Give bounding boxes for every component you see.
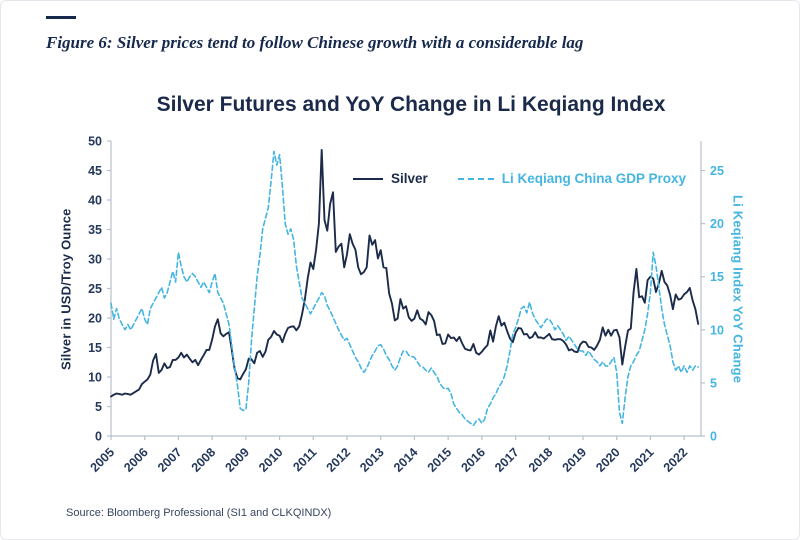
svg-text:2015: 2015: [425, 445, 455, 475]
svg-text:2018: 2018: [526, 445, 556, 475]
svg-text:2009: 2009: [222, 445, 252, 475]
svg-text:2021: 2021: [627, 445, 657, 475]
svg-text:15: 15: [88, 341, 102, 355]
brand-dash: [46, 16, 76, 19]
svg-text:2014: 2014: [391, 445, 421, 475]
legend-label-silver: Silver: [391, 171, 428, 186]
svg-text:0: 0: [710, 430, 717, 444]
li-keqiang-line-swatch: [457, 177, 494, 180]
legend-item-li-keqiang: Li Keqiang China GDP Proxy: [457, 171, 687, 186]
svg-text:2013: 2013: [357, 445, 387, 475]
svg-text:2016: 2016: [458, 445, 488, 475]
svg-text:30: 30: [88, 253, 102, 267]
svg-text:40: 40: [88, 194, 102, 208]
svg-text:2017: 2017: [492, 445, 522, 475]
svg-text:2007: 2007: [155, 445, 185, 475]
svg-text:2012: 2012: [324, 445, 354, 475]
figure-caption: Figure 6: Silver prices tend to follow C…: [46, 33, 584, 52]
silver-line-swatch: [353, 177, 383, 180]
svg-text:20: 20: [88, 312, 102, 326]
svg-text:2019: 2019: [560, 445, 590, 475]
svg-text:10: 10: [88, 371, 102, 385]
svg-text:25: 25: [710, 164, 724, 178]
svg-text:2006: 2006: [121, 445, 151, 475]
svg-text:2022: 2022: [661, 445, 691, 475]
svg-text:15: 15: [710, 270, 724, 284]
svg-text:5: 5: [710, 376, 717, 390]
svg-text:10: 10: [710, 323, 724, 337]
svg-text:2010: 2010: [256, 445, 286, 475]
source-note: Source: Bloomberg Professional (SI1 and …: [66, 507, 332, 519]
svg-text:45: 45: [88, 164, 102, 178]
svg-text:5: 5: [95, 400, 102, 414]
svg-text:20: 20: [710, 217, 724, 231]
svg-text:2008: 2008: [189, 445, 219, 475]
chart-title: Silver Futures and YoY Change in Li Keqi…: [156, 93, 666, 116]
svg-text:2005: 2005: [88, 445, 118, 475]
legend-item-silver: Silver: [353, 171, 428, 186]
svg-text:2020: 2020: [593, 445, 623, 475]
chart-legend: Silver Li Keqiang China GDP Proxy: [353, 171, 686, 186]
svg-text:0: 0: [95, 430, 102, 444]
svg-text:25: 25: [88, 282, 102, 296]
svg-text:2011: 2011: [290, 445, 319, 474]
svg-text:50: 50: [88, 135, 102, 149]
legend-label-li-keqiang: Li Keqiang China GDP Proxy: [501, 171, 687, 186]
right-axis-title: Li Keqiang Index YoY Change: [730, 194, 746, 384]
svg-text:35: 35: [88, 223, 102, 237]
